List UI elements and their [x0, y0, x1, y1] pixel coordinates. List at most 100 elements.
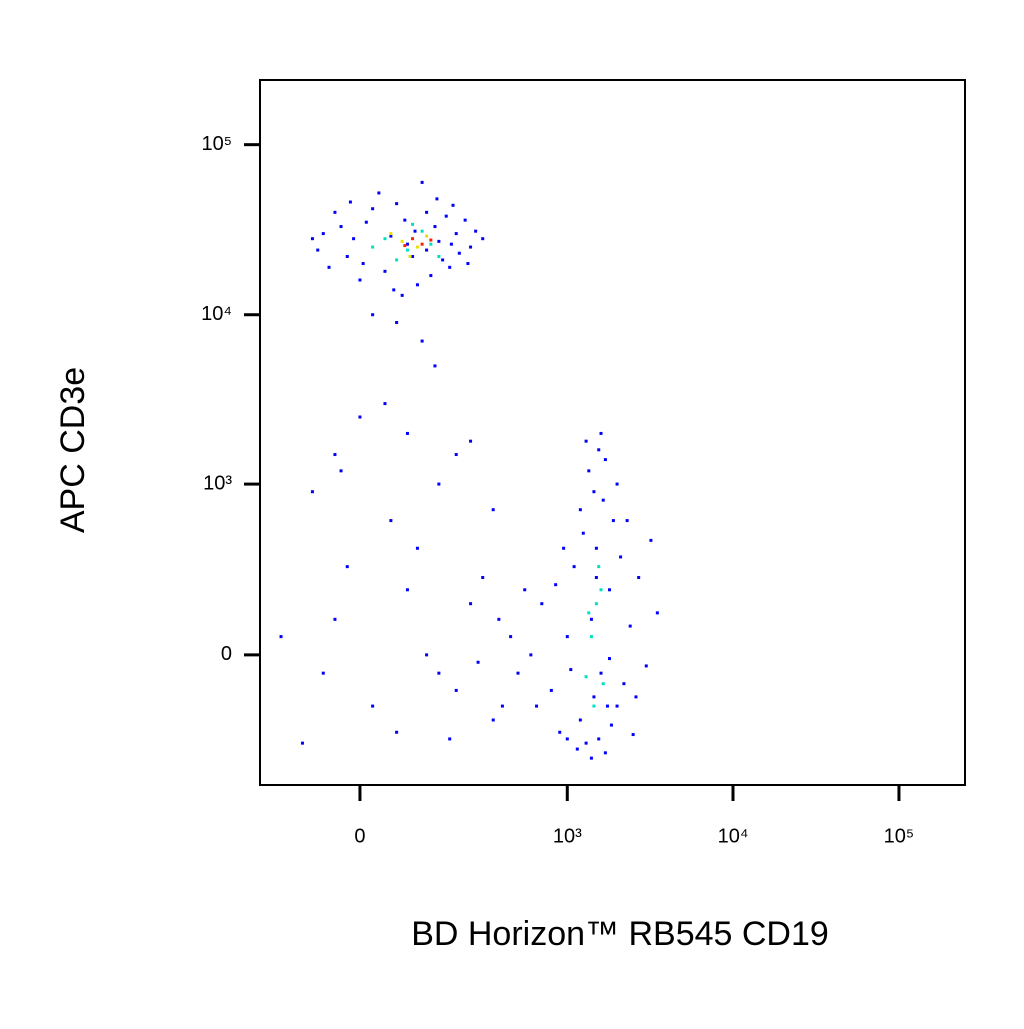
data-point	[631, 733, 635, 737]
data-point	[587, 469, 591, 473]
data-point	[420, 242, 424, 246]
data-point	[310, 490, 314, 494]
data-point	[549, 688, 553, 692]
data-point	[619, 555, 623, 559]
data-point	[535, 704, 539, 708]
data-point	[603, 751, 607, 755]
data-point	[565, 737, 569, 741]
data-point	[469, 439, 473, 443]
data-point	[425, 210, 429, 214]
data-point	[584, 675, 588, 679]
data-point	[358, 415, 362, 419]
data-point	[569, 668, 573, 672]
data-point	[437, 254, 441, 258]
data-point	[451, 203, 455, 207]
data-point	[383, 237, 387, 241]
data-point	[429, 242, 433, 246]
data-point	[361, 262, 365, 266]
data-point	[339, 225, 343, 229]
data-point	[448, 265, 452, 269]
data-point	[371, 245, 375, 249]
data-point	[603, 458, 607, 462]
data-point	[405, 588, 409, 592]
data-point	[497, 617, 501, 621]
data-point	[599, 671, 603, 675]
data-point	[589, 617, 593, 621]
data-point	[607, 588, 611, 592]
data-point	[383, 269, 387, 273]
data-point	[523, 588, 527, 592]
data-point	[415, 546, 419, 550]
data-point	[371, 207, 375, 211]
data-point	[371, 704, 375, 708]
data-point	[327, 265, 331, 269]
data-point	[377, 191, 381, 195]
data-point	[454, 453, 458, 457]
data-point	[441, 258, 445, 262]
data-point	[333, 617, 337, 621]
data-point	[316, 248, 320, 252]
data-point	[429, 274, 433, 278]
data-point	[405, 248, 409, 252]
x-tick-label: 10⁴	[718, 825, 749, 847]
data-point	[454, 688, 458, 692]
data-point	[599, 431, 603, 435]
data-point	[310, 237, 314, 241]
data-point	[389, 519, 393, 523]
x-tick-label: 0	[354, 825, 365, 847]
data-point	[411, 237, 415, 241]
data-point	[358, 278, 362, 282]
data-point	[584, 439, 588, 443]
data-point	[575, 747, 579, 751]
data-point	[348, 200, 352, 204]
data-point	[400, 293, 404, 297]
data-point	[584, 741, 588, 745]
data-point	[599, 588, 603, 592]
data-point	[554, 583, 558, 587]
data-point	[601, 498, 605, 502]
plot-frame	[259, 79, 966, 786]
data-point	[474, 229, 478, 233]
data-point	[529, 653, 533, 657]
data-point	[597, 737, 601, 741]
data-point	[321, 232, 325, 236]
data-point	[449, 242, 453, 246]
data-point	[405, 242, 409, 246]
data-point	[403, 244, 407, 248]
data-point	[628, 624, 632, 628]
x-tick-label: 10³	[553, 825, 582, 847]
data-point	[572, 565, 576, 569]
data-point	[565, 635, 569, 639]
data-point	[345, 254, 349, 258]
data-point	[448, 737, 452, 741]
data-point	[491, 718, 495, 722]
data-point	[352, 237, 356, 241]
data-point	[420, 180, 424, 184]
data-point	[469, 245, 473, 249]
data-point	[644, 664, 648, 668]
data-point	[607, 657, 611, 661]
data-point	[500, 704, 504, 708]
data-point	[403, 218, 407, 222]
data-point	[605, 704, 609, 708]
data-point	[597, 448, 601, 452]
data-point	[540, 602, 544, 606]
data-point	[437, 671, 441, 675]
data-point	[592, 490, 596, 494]
y-axis-label: APC CD3e	[54, 367, 92, 533]
data-point	[463, 218, 467, 222]
data-point	[437, 239, 441, 243]
data-point	[481, 237, 485, 241]
data-point	[411, 254, 415, 258]
y-tick-label: 10³	[203, 472, 232, 494]
data-point	[594, 602, 598, 606]
data-point	[454, 232, 458, 236]
data-point	[597, 565, 601, 569]
data-point	[420, 229, 424, 233]
data-point	[395, 730, 399, 734]
data-point	[578, 508, 582, 512]
x-tick-label: 10⁵	[884, 825, 915, 847]
data-point	[592, 704, 596, 708]
data-point	[333, 210, 337, 214]
y-tick-label: 10⁵	[201, 133, 232, 155]
